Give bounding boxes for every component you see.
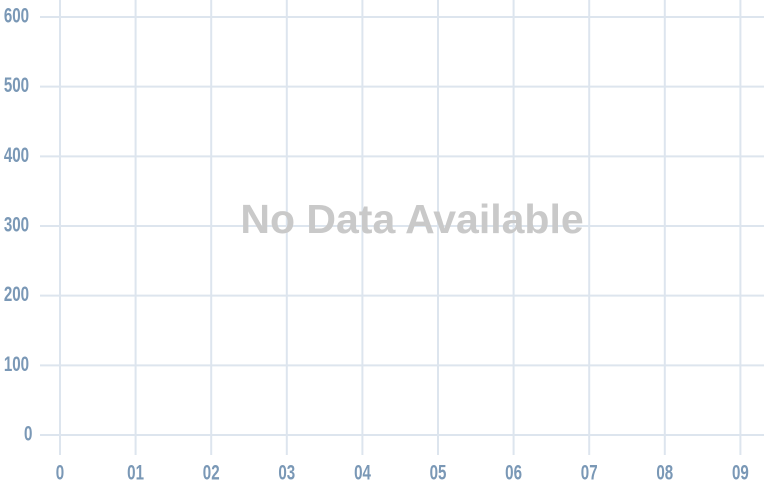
y-tick-label: 600 xyxy=(4,3,29,27)
x-axis-tick-labels: 0 01 02 03 04 05 06 07 08 09 xyxy=(56,460,749,484)
y-axis-tick-labels: 0 100 200 300 400 500 600 xyxy=(4,3,32,445)
x-tick-label: 04 xyxy=(354,460,371,484)
horizontal-gridlines xyxy=(40,16,764,436)
no-data-message: No Data Available xyxy=(240,196,583,242)
x-tick-label: 06 xyxy=(505,460,522,484)
x-tick-label: 05 xyxy=(430,460,447,484)
y-tick-label: 100 xyxy=(4,351,29,375)
x-tick-label: 01 xyxy=(127,460,144,484)
x-tick-label: 09 xyxy=(732,460,749,484)
y-tick-label: 200 xyxy=(4,282,29,306)
x-tick-label: 0 xyxy=(56,460,64,484)
y-tick-label: 0 xyxy=(24,421,32,445)
x-tick-label: 08 xyxy=(656,460,673,484)
y-tick-label: 400 xyxy=(4,142,29,166)
x-tick-label: 07 xyxy=(581,460,598,484)
x-tick-label: 02 xyxy=(203,460,220,484)
y-tick-label: 300 xyxy=(4,212,29,236)
x-tick-label: 03 xyxy=(278,460,295,484)
y-tick-label: 500 xyxy=(4,73,29,97)
vertical-gridlines xyxy=(59,0,742,455)
